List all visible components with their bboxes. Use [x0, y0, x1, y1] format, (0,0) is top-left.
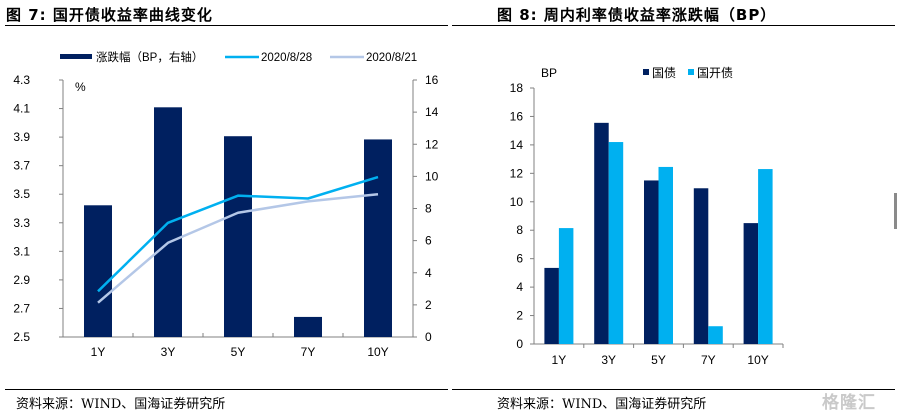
left-y-tick-label: 3.7: [13, 159, 30, 173]
figure-8-source: 资料来源：WIND、国海证券研究所: [497, 397, 707, 412]
bar-国开债-10Y: [758, 169, 773, 344]
right-y-tick-label: 10: [425, 169, 439, 183]
y-tick-label: 8: [516, 223, 523, 237]
right-y-tick-label: 2: [425, 298, 432, 312]
x-tick-label: 5Y: [231, 345, 246, 359]
chart-legend: 国债 国开债: [643, 66, 733, 80]
legend-label: 国债: [652, 66, 676, 80]
y-tick-label: 6: [516, 252, 523, 266]
left-y-tick-label: 3.5: [13, 187, 30, 201]
x-tick-label: 1Y: [91, 345, 106, 359]
x-tick-label: 5Y: [651, 353, 666, 367]
bar-国开债-5Y: [658, 166, 673, 344]
bar-国开债-3Y: [608, 142, 624, 344]
left-y-tick-label: 3.1: [13, 244, 30, 258]
x-tick-label: 1Y: [552, 353, 567, 367]
bar-国债-5Y: [644, 180, 659, 344]
x-tick-label: 10Y: [367, 345, 388, 359]
bar-series: [544, 122, 773, 344]
y-tick-label: 18: [510, 81, 524, 95]
chart-axes: BP 0 2 4 6 8 10 12 14 16 18 1Y 3Y 5Y 7Y 10Y: [510, 66, 784, 367]
bar-change-10Y: [364, 139, 392, 337]
scrollbar-handle[interactable]: [894, 193, 897, 229]
legend-swatch: [643, 69, 649, 75]
legend-label: 2020/8/21: [366, 52, 417, 64]
figure-7-source-rule: [5, 389, 448, 390]
left-y-tick-label: 3.3: [13, 216, 30, 230]
figure-7-source: 资料来源：WIND、国海证券研究所: [16, 397, 226, 412]
y-tick-label: 14: [510, 138, 524, 152]
watermark-logo: 格隆汇: [822, 393, 876, 412]
bar-国债-10Y: [743, 223, 759, 344]
bar-国开债-7Y: [708, 326, 723, 344]
figure-7-title-rule: [5, 25, 448, 26]
x-tick-label: 3Y: [161, 345, 176, 359]
y-axis-unit: BP: [541, 66, 557, 80]
chart-axes: 2.5 2.7 2.9 3.1 3.3 3.5 3.7 3.9 4.1 4.3 % 0 2 4 6 8 10 12…: [13, 73, 438, 359]
line-series: [97, 175, 379, 304]
left-y-axis-unit: %: [75, 80, 86, 94]
figure-8-title-rule: [452, 25, 895, 26]
legend-label: 国开债: [697, 66, 733, 80]
right-y-tick-label: 6: [425, 234, 432, 248]
bar-series: [84, 107, 392, 338]
legend-swatch: [688, 69, 694, 75]
y-tick-label: 0: [516, 337, 523, 351]
bar-国债-3Y: [594, 122, 609, 344]
left-y-tick-label: 2.7: [13, 301, 30, 315]
y-tick-label: 10: [510, 195, 524, 209]
figure-7-title: 图 7: 国开债收益率曲线变化: [6, 6, 213, 24]
left-y-tick-label: 4.1: [13, 102, 30, 116]
bar-change-5Y: [224, 136, 252, 337]
x-tick-label: 3Y: [601, 353, 616, 367]
figure-8-source-rule: [452, 389, 895, 390]
left-y-tick-label: 2.9: [13, 273, 30, 287]
right-y-tick-label: 16: [425, 73, 439, 87]
right-y-tick-label: 0: [425, 330, 432, 344]
bar-国债-1Y: [544, 267, 559, 344]
x-tick-label: 7Y: [301, 345, 316, 359]
y-tick-label: 12: [510, 166, 524, 180]
y-tick-label: 4: [516, 280, 523, 294]
bar-国债-7Y: [693, 188, 709, 344]
left-y-tick-label: 4.3: [13, 73, 30, 87]
left-y-tick-label: 3.9: [13, 130, 30, 144]
y-tick-label: 16: [510, 109, 524, 123]
chart-weekly-change: 国债 国开债 BP 0 2 4 6 8 10 12 14 16 18 1Y 3Y 5Y 7Y 10Y: [510, 66, 784, 367]
legend-label: 涨跌幅（BP，右轴）: [96, 50, 203, 64]
bar-change-7Y: [294, 316, 322, 337]
right-y-tick-label: 12: [425, 137, 439, 151]
right-y-tick-label: 14: [425, 105, 439, 119]
bar-change-1Y: [84, 205, 112, 337]
x-tick-label: 7Y: [701, 353, 716, 367]
right-y-tick-label: 4: [425, 266, 432, 280]
bar-国开债-1Y: [558, 228, 574, 344]
chart-legend: 涨跌幅（BP，右轴） 2020/8/28 2020/8/21: [60, 50, 417, 64]
right-y-tick-label: 8: [425, 202, 432, 216]
legend-label: 2020/8/28: [261, 52, 312, 64]
x-tick-label: 10Y: [747, 353, 768, 367]
figure-8-title: 图 8: 周内利率债收益率涨跌幅（BP）: [497, 6, 777, 24]
y-tick-label: 2: [516, 309, 523, 323]
left-y-tick-label: 2.5: [13, 330, 30, 344]
legend-swatch-bar: [60, 54, 92, 59]
chart-yield-curve: 涨跌幅（BP，右轴） 2020/8/28 2020/8/21 2.5 2.7 2.9 3.…: [13, 50, 438, 359]
